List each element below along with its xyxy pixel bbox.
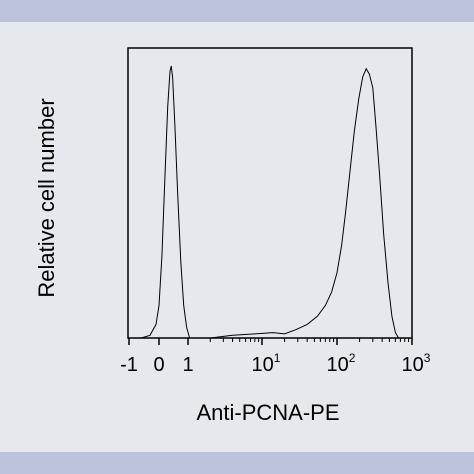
x-tick-labels: -1 0 1 101 102 103 — [120, 351, 431, 376]
histogram-line — [128, 65, 412, 339]
top-band — [0, 0, 474, 22]
bottom-band — [0, 452, 474, 474]
plot-frame — [127, 47, 413, 339]
y-axis-label: Relative cell number — [34, 98, 59, 297]
x-tick-label-5: 103 — [402, 351, 431, 376]
x-tick-label-4: 102 — [327, 351, 356, 376]
x-tick-label-0: -1 — [120, 354, 138, 376]
x-tick-label-1: 0 — [153, 354, 164, 376]
x-ticks — [128, 338, 413, 345]
x-tick-label-2: 1 — [182, 354, 193, 376]
x-axis-label: Anti-PCNA-PE — [196, 400, 339, 425]
x-tick-label-3: 101 — [252, 351, 281, 376]
